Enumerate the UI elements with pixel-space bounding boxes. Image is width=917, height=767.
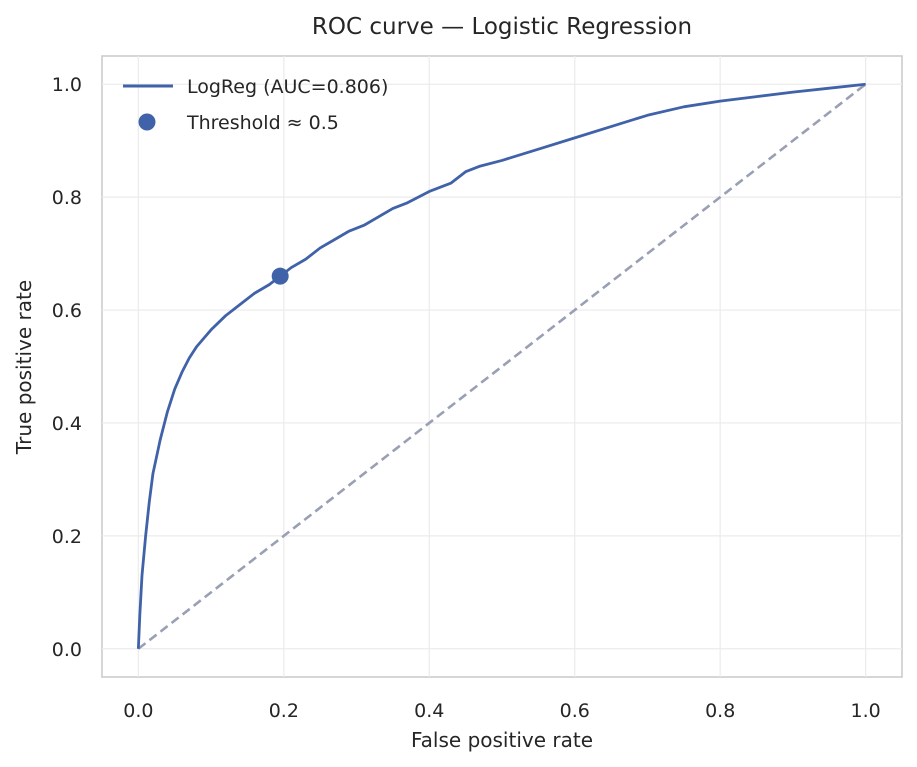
- y-tick-label: 0.2: [52, 526, 82, 548]
- y-tick-label: 0.6: [52, 300, 82, 322]
- y-axis-label: True positive rate: [12, 280, 36, 455]
- y-tick-labels: 0.0 0.2 0.4 0.6 0.8 1.0: [52, 74, 82, 661]
- legend-marker-swatch: [138, 113, 156, 131]
- x-axis-label: False positive rate: [411, 728, 593, 752]
- legend-label-threshold: Threshold ≈ 0.5: [186, 112, 339, 134]
- x-tick-label: 1.0: [851, 700, 881, 722]
- roc-curve: [136, 82, 866, 649]
- roc-curve-line: [136, 82, 866, 649]
- y-tick-label: 0.4: [52, 413, 82, 435]
- x-tick-label: 0.4: [414, 700, 444, 722]
- y-tick-label: 0.0: [52, 639, 82, 661]
- threshold-marker: [271, 267, 289, 285]
- legend: LogReg (AUC=0.806) Threshold ≈ 0.5: [123, 76, 388, 134]
- x-tick-labels: 0.0 0.2 0.4 0.6 0.8 1.0: [123, 700, 880, 722]
- y-tick-label: 0.8: [52, 187, 82, 209]
- legend-label-curve: LogReg (AUC=0.806): [187, 76, 388, 98]
- threshold-point: [271, 267, 289, 285]
- x-tick-label: 0.2: [269, 700, 299, 722]
- y-tick-label: 1.0: [52, 74, 82, 96]
- grid-lines: [102, 56, 902, 677]
- x-tick-label: 0.6: [560, 700, 590, 722]
- chart-title: ROC curve — Logistic Regression: [312, 14, 692, 40]
- x-tick-label: 0.8: [705, 700, 735, 722]
- x-tick-label: 0.0: [123, 700, 153, 722]
